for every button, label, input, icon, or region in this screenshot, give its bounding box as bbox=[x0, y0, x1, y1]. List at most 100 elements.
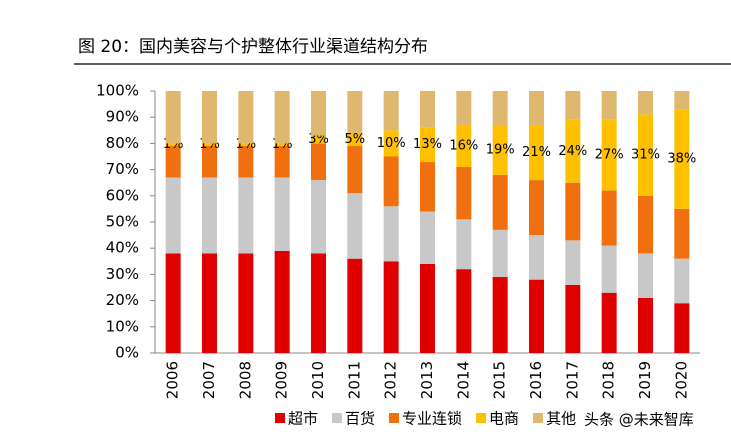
bar-segment bbox=[492, 277, 508, 353]
data-label: 38% bbox=[667, 152, 696, 167]
legend-label: 超市 bbox=[288, 410, 318, 428]
bar-segment bbox=[674, 91, 690, 110]
bar-segment bbox=[274, 250, 290, 353]
data-label: 21% bbox=[522, 145, 551, 160]
x-tick-label: 2018 bbox=[600, 361, 618, 399]
bar-segment bbox=[202, 177, 217, 254]
watermark: 头条 @未来智库 bbox=[584, 411, 694, 429]
data-label: 16% bbox=[449, 139, 478, 154]
y-tick-label: 0% bbox=[115, 344, 139, 362]
x-tick-label: 2014 bbox=[454, 361, 472, 399]
bar-segment bbox=[238, 253, 254, 353]
legend-swatch bbox=[533, 413, 544, 423]
bar-segment bbox=[347, 146, 363, 194]
bar-segment bbox=[492, 125, 508, 175]
data-label: 10% bbox=[377, 136, 406, 151]
x-tick-label: 2019 bbox=[636, 361, 654, 399]
bar-segment bbox=[638, 195, 653, 254]
bar-segment bbox=[274, 143, 290, 147]
bar-segment bbox=[311, 135, 326, 144]
y-tick-label: 30% bbox=[106, 265, 139, 283]
bar-segment bbox=[238, 146, 254, 178]
data-label: 19% bbox=[486, 142, 515, 157]
legend-label: 专业连锁 bbox=[402, 410, 462, 428]
bar-segment bbox=[492, 229, 508, 278]
bar-segment bbox=[202, 91, 217, 144]
bar-segment bbox=[383, 130, 399, 157]
y-tick-label: 100% bbox=[96, 82, 139, 100]
bar-segment bbox=[274, 91, 290, 144]
bar-segment bbox=[529, 180, 544, 236]
bar-segment bbox=[565, 284, 581, 353]
bar-segment bbox=[529, 279, 544, 353]
bar-segment bbox=[674, 208, 690, 259]
bar-segment bbox=[165, 253, 181, 353]
bar-segment bbox=[601, 245, 617, 293]
bar-segment bbox=[674, 109, 690, 209]
bar-segment bbox=[601, 292, 617, 353]
bar-segment bbox=[165, 143, 181, 147]
data-label: 27% bbox=[595, 148, 624, 163]
bar-segment bbox=[202, 143, 217, 147]
bar-segment bbox=[420, 127, 435, 162]
bar-segment bbox=[311, 253, 326, 353]
bar-segment bbox=[311, 143, 326, 181]
y-tick-label: 20% bbox=[106, 291, 139, 309]
bar-segment bbox=[347, 193, 363, 259]
y-tick-label: 80% bbox=[106, 134, 139, 152]
y-tick-label: 40% bbox=[106, 239, 139, 257]
chart-title: 图 20：国内美容与个护整体行业渠道结构分布 bbox=[78, 37, 428, 57]
bar-segment bbox=[529, 91, 544, 126]
data-label: 13% bbox=[413, 137, 442, 152]
legend-label: 电商 bbox=[489, 410, 519, 428]
data-label: 24% bbox=[558, 144, 587, 159]
y-tick-label: 90% bbox=[106, 108, 139, 126]
x-tick-label: 2012 bbox=[382, 361, 400, 399]
bar-segment bbox=[383, 91, 399, 131]
x-tick-label: 2015 bbox=[491, 361, 509, 399]
legend-label: 其他 bbox=[546, 410, 576, 428]
x-tick-label: 2008 bbox=[236, 361, 254, 399]
bar-segment bbox=[311, 180, 326, 254]
bar-segment bbox=[238, 143, 254, 147]
data-label: 3% bbox=[308, 132, 329, 147]
y-tick-label: 10% bbox=[106, 317, 139, 335]
legend-label: 百货 bbox=[345, 410, 375, 428]
bar-segment bbox=[420, 211, 435, 264]
bar-segment bbox=[638, 91, 653, 115]
legend-swatch bbox=[332, 413, 343, 423]
bar-segment bbox=[601, 119, 617, 191]
x-tick-label: 2006 bbox=[164, 361, 182, 399]
y-tick-label: 60% bbox=[106, 186, 139, 204]
bar-segment bbox=[529, 235, 544, 280]
bar-segment bbox=[456, 219, 472, 270]
legend-swatch bbox=[389, 413, 400, 423]
legend-swatch bbox=[476, 413, 487, 423]
y-tick-label: 70% bbox=[106, 160, 139, 178]
bar-segment bbox=[492, 174, 508, 230]
x-tick-label: 2013 bbox=[418, 361, 436, 399]
bar-segment bbox=[274, 146, 290, 178]
x-tick-label: 2020 bbox=[672, 361, 690, 399]
bar-segment bbox=[383, 156, 399, 207]
bar-segment bbox=[165, 91, 181, 144]
bar-segment bbox=[565, 182, 581, 241]
bar-segment bbox=[238, 91, 254, 144]
bar-segment bbox=[565, 240, 581, 285]
bar-segment bbox=[420, 263, 435, 353]
x-tick-label: 2016 bbox=[527, 361, 545, 399]
bar-segment bbox=[638, 297, 653, 353]
bar-segment bbox=[601, 190, 617, 246]
bar-segment bbox=[165, 146, 181, 178]
bar-segment bbox=[492, 91, 508, 126]
bar-segment bbox=[674, 303, 690, 353]
bar-segment bbox=[347, 132, 363, 147]
bar-segment bbox=[420, 91, 435, 128]
bar-segment bbox=[456, 91, 472, 126]
y-tick-label: 50% bbox=[106, 213, 139, 231]
bar-segment bbox=[456, 269, 472, 353]
bar-segment bbox=[638, 114, 653, 196]
x-tick-label: 2011 bbox=[345, 361, 363, 399]
